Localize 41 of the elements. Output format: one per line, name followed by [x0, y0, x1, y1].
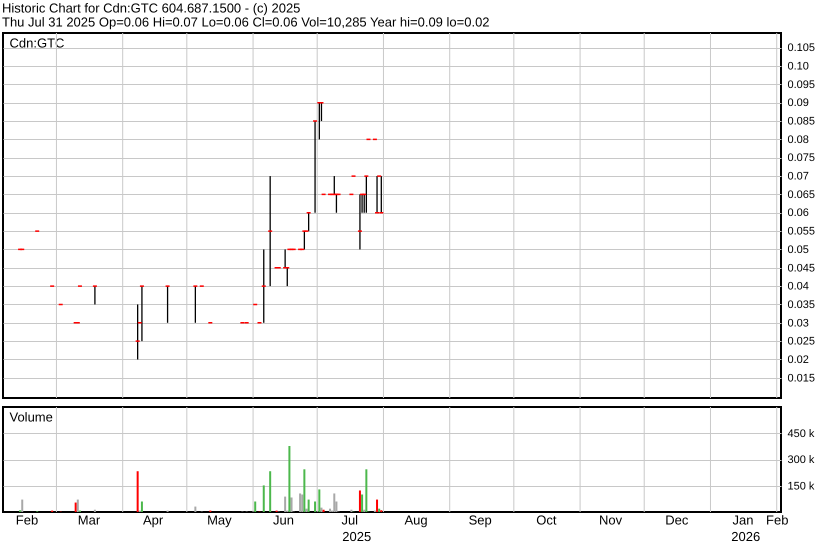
x-tick-label: Oct	[536, 512, 557, 528]
x-tick-label: Jan	[732, 512, 754, 528]
x-tick-label: Jul	[341, 512, 358, 528]
y-tick-label: 0.02	[788, 354, 809, 366]
y-tick-label: 0.025	[788, 336, 816, 348]
y-tick-label: 0.08	[788, 134, 809, 146]
y-tick-label: 0.065	[788, 188, 816, 201]
x-tick-label: Aug	[404, 512, 428, 528]
y-tick-label: 0.03	[788, 317, 809, 330]
y-tick-label: 0.045	[788, 262, 816, 274]
x-tick-label: Mar	[78, 512, 101, 528]
y-tick-label: 0.09	[788, 97, 809, 110]
y-tick-label: 0.06	[788, 207, 809, 220]
y-tick-label: 0.055	[788, 226, 816, 238]
y-tick-label: 0.10	[788, 60, 809, 73]
y-axis-title: Volume	[10, 410, 53, 424]
text: 2026	[731, 529, 760, 543]
y-axis-title: Cdn:GTC	[10, 36, 64, 50]
chart-subtitle: Thu Jul 31 2025 Op=0.06 Hi=0.07 Lo=0.06 Cl=0.06 Vol=10,285 Year hi=0.09 lo=0.02	[2, 14, 490, 30]
y-tick-label: 0.085	[788, 116, 816, 128]
x-tick-label: Dec	[665, 512, 689, 528]
text: 2025	[342, 529, 372, 543]
y-tick-label: 0.035	[788, 298, 816, 311]
x-tick-label: Feb	[16, 512, 38, 528]
y-tick-label: 450 k	[788, 428, 815, 440]
x-tick-label: Sep	[468, 512, 492, 528]
y-tick-label: 0.05	[788, 244, 809, 256]
x-tick-label: Nov	[598, 512, 623, 528]
chart-title: Historic Chart for Cdn:GTC 604.687.1500 - (c) 2025	[2, 0, 300, 16]
x-tick-label: Apr	[143, 512, 164, 528]
x-tick-label: Feb	[766, 512, 788, 528]
y-tick-label: 150 k	[788, 480, 815, 492]
y-tick-label: 0.015	[788, 372, 816, 384]
x-tick-label: Jun	[273, 512, 294, 528]
y-tick-label: 0.105	[788, 42, 816, 54]
y-tick-label: 0.07	[788, 170, 809, 183]
y-tick-label: 0.04	[788, 280, 809, 293]
y-tick-label: 0.075	[788, 152, 816, 164]
y-tick-label: 300 k	[788, 454, 815, 466]
x-tick-label: May	[207, 512, 232, 528]
y-tick-label: 0.095	[788, 78, 816, 91]
